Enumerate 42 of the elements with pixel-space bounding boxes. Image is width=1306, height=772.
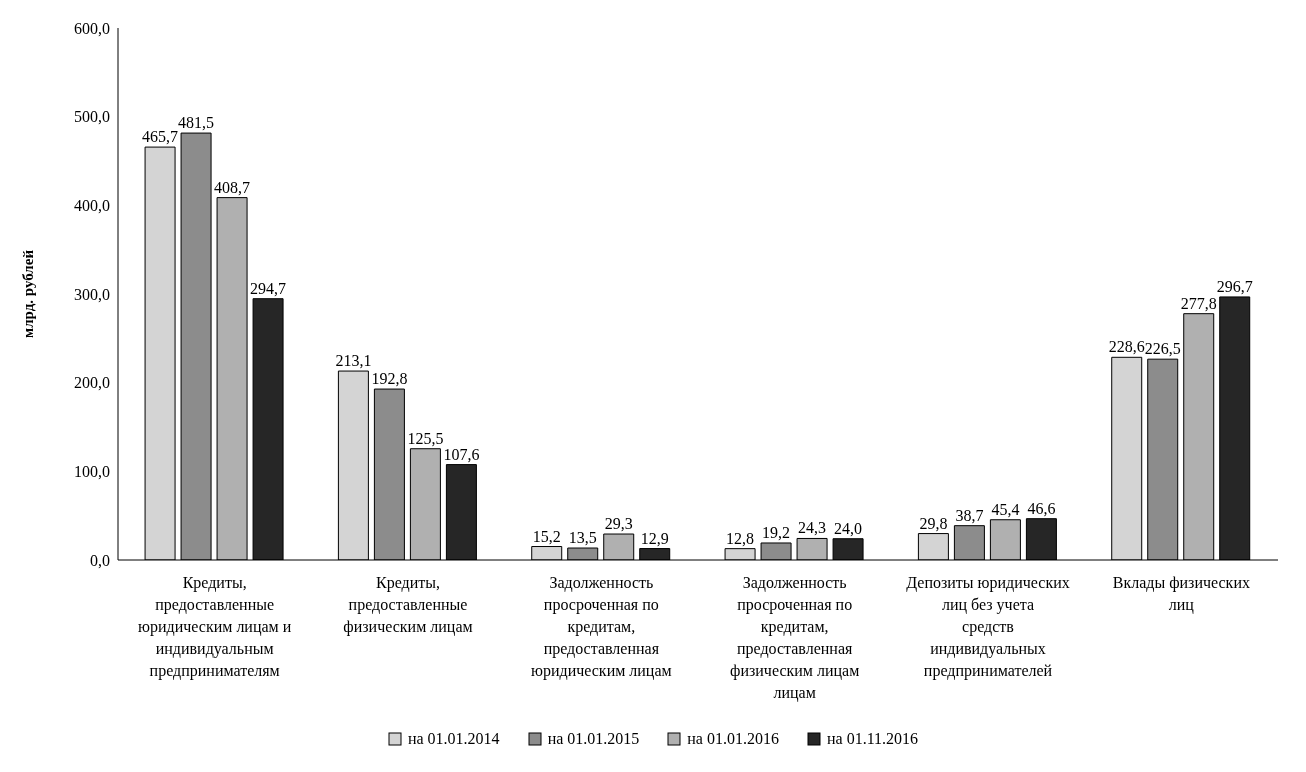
data-label: 38,7 (955, 506, 984, 524)
data-label: 294,7 (250, 279, 287, 297)
data-label: 29,3 (604, 515, 633, 533)
x-tick-label: Депозиты юридических лиц без учета средств индивидуальных предпринимателей (906, 574, 1070, 680)
data-label: 125,5 (407, 429, 444, 447)
data-label: 228,6 (1108, 338, 1145, 356)
data-label: 213,1 (335, 352, 372, 370)
y-tick-label: 100,0 (74, 463, 110, 481)
data-label: 24,3 (798, 519, 827, 537)
data-label: 45,4 (991, 500, 1020, 518)
y-tick-label: 600,0 (74, 19, 110, 37)
data-label: 465,7 (142, 128, 179, 146)
x-tick-label: Кредиты, предоставленные физическим лицам (343, 574, 473, 636)
data-label: 226,5 (1144, 340, 1181, 358)
x-tick-label: Кредиты, предоставленные юридическим лицам и индивидуальным предпринимателям (138, 574, 292, 680)
y-tick-label: 500,0 (74, 108, 110, 126)
y-axis-title: млрд. рублей (20, 249, 37, 339)
y-tick-label: 0,0 (90, 551, 110, 569)
data-label: 29,8 (919, 514, 948, 532)
legend-label: на 01.01.2016 (687, 730, 779, 748)
data-label: 19,2 (762, 523, 791, 541)
x-tick-label: Задолженность просроченная по кредитам, предоставленная юридическим лицам (531, 574, 672, 680)
data-label: 12,8 (726, 529, 755, 547)
data-label: 46,6 (1027, 499, 1056, 517)
data-label: 481,5 (178, 114, 215, 132)
y-tick-label: 300,0 (74, 285, 110, 303)
legend-label: на 01.01.2015 (547, 730, 640, 748)
data-label: 192,8 (371, 370, 408, 388)
data-label: 15,2 (532, 527, 561, 545)
data-label: 12,9 (640, 529, 669, 547)
x-tick-label: Вклады физических лиц (1112, 574, 1250, 614)
x-tick-label: Задолженность просроченная по кредитам, предоставленная физическим лицам лицам (730, 574, 860, 702)
data-label: 24,0 (834, 519, 863, 537)
data-label: 107,6 (443, 445, 480, 463)
data-label: 408,7 (214, 178, 251, 196)
data-label: 277,8 (1180, 294, 1217, 312)
data-label: 296,7 (1216, 277, 1253, 295)
data-label: 13,5 (568, 529, 597, 547)
legend-label: на 01.11.2016 (826, 730, 919, 748)
legend-label: на 01.01.2014 (407, 730, 500, 748)
y-tick-label: 400,0 (74, 197, 110, 215)
y-tick-label: 200,0 (74, 374, 110, 392)
